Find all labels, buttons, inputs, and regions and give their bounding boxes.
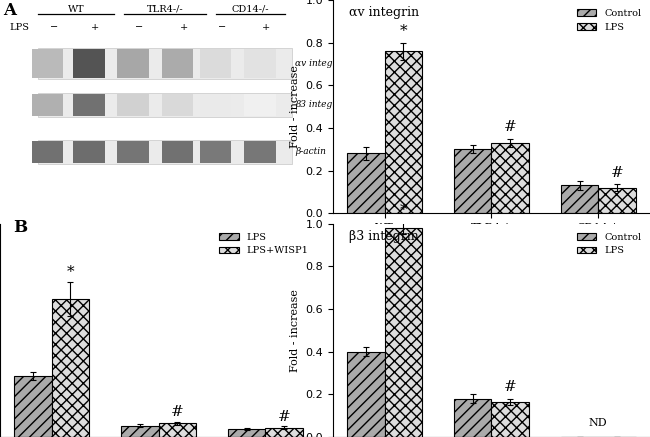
FancyBboxPatch shape [38,93,292,117]
Text: αv integrin: αv integrin [295,59,345,68]
Bar [121,426,159,437]
Text: TLR4-/-: TLR4-/- [146,5,183,14]
Bar [598,187,636,213]
Text: −: − [50,23,58,32]
Text: β-actin: β-actin [295,147,326,156]
Bar [491,143,529,213]
FancyBboxPatch shape [162,141,194,163]
Bar [14,376,52,437]
FancyBboxPatch shape [200,141,231,163]
Text: +: + [180,23,188,32]
Text: LPS: LPS [10,23,29,32]
Text: #: # [504,120,517,134]
Text: β3 integrin: β3 integrin [295,101,345,110]
Text: β3 integrin: β3 integrin [349,230,419,243]
FancyBboxPatch shape [244,141,276,163]
Bar [385,228,422,437]
Bar [347,153,385,213]
FancyBboxPatch shape [117,94,149,116]
Text: A: A [3,2,16,19]
Bar [228,429,265,437]
FancyBboxPatch shape [32,141,64,163]
FancyBboxPatch shape [73,141,105,163]
Text: αv integrin: αv integrin [349,7,419,19]
Text: WT: WT [68,5,84,14]
FancyBboxPatch shape [73,49,105,78]
Legend: LPS, LPS+WISP1: LPS, LPS+WISP1 [215,229,312,259]
Legend: Control, LPS: Control, LPS [573,229,645,259]
FancyBboxPatch shape [38,140,292,164]
Y-axis label: Fold - increase: Fold - increase [290,289,300,372]
Legend: Control, LPS: Control, LPS [573,5,645,35]
Text: CD14-/-: CD14-/- [232,5,269,14]
Bar [561,185,598,213]
Bar [491,402,529,437]
Bar [52,299,89,437]
FancyBboxPatch shape [117,49,149,78]
Text: B: B [13,218,27,236]
Text: *: * [400,204,407,218]
Text: #: # [171,405,183,419]
FancyBboxPatch shape [200,94,231,116]
Text: #: # [610,166,623,180]
FancyBboxPatch shape [162,49,194,78]
Text: −: − [218,23,226,32]
FancyBboxPatch shape [244,94,276,116]
FancyBboxPatch shape [73,94,105,116]
Text: +: + [262,23,270,32]
Bar [385,51,422,213]
Text: *: * [400,24,407,38]
Bar [347,352,385,437]
Bar [159,423,196,437]
Text: +: + [91,23,99,32]
FancyBboxPatch shape [244,49,276,78]
FancyBboxPatch shape [32,94,64,116]
Bar [454,149,491,213]
Y-axis label: Fold - increase: Fold - increase [290,65,300,148]
Bar [454,399,491,437]
Text: −: − [135,23,144,32]
Text: #: # [278,410,291,424]
FancyBboxPatch shape [200,49,231,78]
FancyBboxPatch shape [162,94,194,116]
Text: #: # [504,380,517,394]
Text: *: * [67,264,74,278]
Text: ND: ND [589,419,608,428]
FancyBboxPatch shape [38,48,292,79]
FancyBboxPatch shape [117,141,149,163]
FancyBboxPatch shape [32,49,64,78]
Bar [265,428,303,437]
